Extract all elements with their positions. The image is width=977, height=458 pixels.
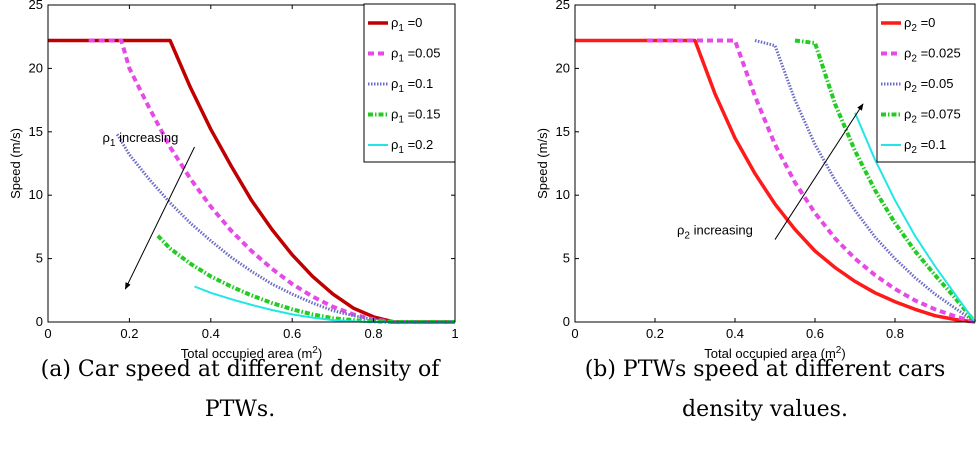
caption-line-2: density values. xyxy=(682,397,848,422)
legend-box xyxy=(363,3,456,163)
series-line-5 xyxy=(854,112,976,323)
caption-line-2: PTWs. xyxy=(205,397,275,422)
x-tick-label: 0.8 xyxy=(365,326,383,341)
y-tick-label: 0 xyxy=(36,314,43,329)
legend: ρ2 =0 ρ2 =0.025 ρ2 =0.05 ρ2 =0.075 ρ2 =0.1 xyxy=(876,3,976,163)
legend: ρ1 =0 ρ1 =0.05 ρ1 =0.1 ρ1 =0.15 ρ1 =0.2 xyxy=(363,3,456,163)
series-line-2 xyxy=(647,38,976,324)
series-line-4 xyxy=(794,38,977,324)
annotation-text: ρ2 increasing xyxy=(677,223,753,242)
x-tick-label: 0.4 xyxy=(726,326,744,341)
caption-line-1: (a) Car speed at different density of xyxy=(41,357,442,382)
legend-label-2: ρ2 =0.025 xyxy=(904,46,961,65)
x-tick-label: 0.6 xyxy=(283,326,301,341)
y-tick-label: 20 xyxy=(29,60,43,75)
x-tick-label: 0.8 xyxy=(886,326,904,341)
series-line-1 xyxy=(48,38,455,324)
legend-label-1: ρ2 =0 xyxy=(904,15,935,34)
x-tick-label: 0 xyxy=(571,326,578,341)
legend-label-2: ρ1 =0.05 xyxy=(391,46,440,65)
legend-label-3: ρ1 =0.1 xyxy=(391,76,433,95)
y-tick-label: 10 xyxy=(29,187,43,202)
x-axis-label: Total occupied area (m2) xyxy=(181,345,322,361)
x-tick-label: 0.2 xyxy=(120,326,138,341)
series-line-4 xyxy=(156,234,455,324)
y-tick-label: 0 xyxy=(563,314,570,329)
legend-label-1: ρ1 =0 xyxy=(391,15,422,34)
x-tick-label: 0.4 xyxy=(202,326,220,341)
annotation-arrow xyxy=(124,146,195,290)
x-tick-label: 0.2 xyxy=(646,326,664,341)
x-tick-label: 1 xyxy=(451,326,458,341)
annotation-arrow xyxy=(774,103,864,240)
caption-line-1: (b) PTWs speed at different cars xyxy=(585,357,946,382)
y-tick-label: 10 xyxy=(556,187,570,202)
series-line-1 xyxy=(575,38,976,324)
legend-label-5: ρ2 =0.1 xyxy=(904,137,946,156)
y-tick-label: 5 xyxy=(563,251,570,266)
y-axis-label: Speed (m/s) xyxy=(535,128,550,199)
x-tick-label: 0.6 xyxy=(806,326,824,341)
annotation-text: ρ1 increasing xyxy=(103,130,179,149)
y-tick-label: 25 xyxy=(29,0,43,12)
y-axis-label: Speed (m/s) xyxy=(8,128,23,199)
y-tick-label: 15 xyxy=(29,124,43,139)
legend-label-4: ρ1 =0.15 xyxy=(391,107,440,126)
y-tick-label: 25 xyxy=(556,0,570,12)
legend-label-5: ρ1 =0.2 xyxy=(391,137,433,156)
x-tick-label: 0 xyxy=(44,326,51,341)
y-tick-label: 15 xyxy=(556,124,570,139)
chart-panel-2: 0 0.2 0.4 0.6 0.8 0 5 10 15 20 25 Total occupied ar… xyxy=(535,0,977,422)
series-line-2 xyxy=(88,38,455,324)
y-tick-label: 5 xyxy=(36,251,43,266)
legend-label-4: ρ2 =0.075 xyxy=(904,107,961,126)
x-axis-label: Total occupied area (m2) xyxy=(704,345,845,361)
plot-frame xyxy=(574,4,976,323)
plot-frame xyxy=(47,4,456,323)
y-tick-label: 20 xyxy=(556,60,570,75)
series-line-3 xyxy=(754,39,976,324)
series-line-3 xyxy=(115,133,455,324)
legend-label-3: ρ2 =0.05 xyxy=(904,76,953,95)
